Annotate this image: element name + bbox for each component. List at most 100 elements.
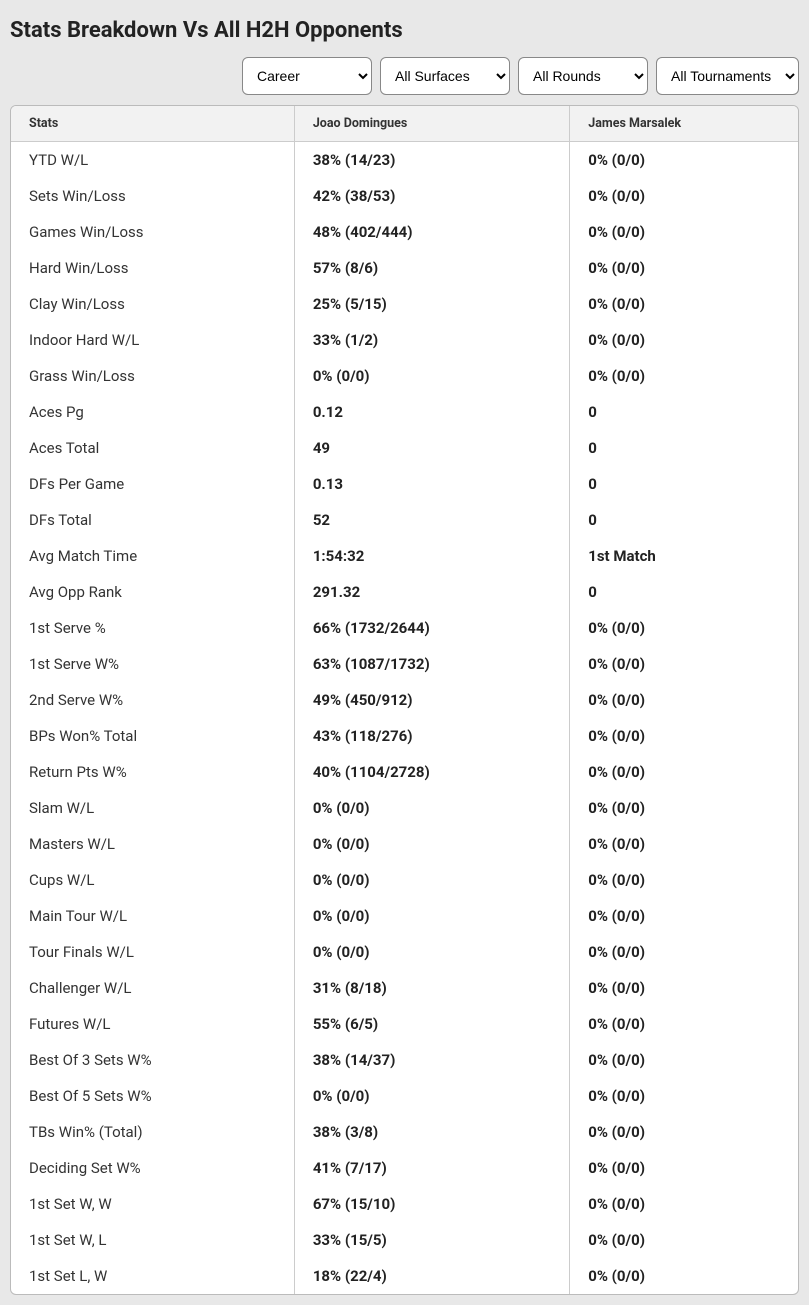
player2-value: 0% (0/0)	[570, 826, 798, 862]
page-title: Stats Breakdown Vs All H2H Opponents	[10, 18, 799, 43]
player2-value: 0	[570, 502, 798, 538]
stat-label: Return Pts W%	[11, 754, 294, 790]
player1-value: 38% (14/23)	[294, 142, 569, 179]
player1-value: 48% (402/444)	[294, 214, 569, 250]
filter-bar: Career All Surfaces All Rounds All Tourn…	[10, 57, 799, 95]
col-player2: James Marsalek	[570, 106, 798, 142]
player2-value: 0% (0/0)	[570, 610, 798, 646]
player2-value: 0% (0/0)	[570, 970, 798, 1006]
stat-label: Slam W/L	[11, 790, 294, 826]
player2-value: 0% (0/0)	[570, 898, 798, 934]
table-row: 2nd Serve W%49% (450/912)0% (0/0)	[11, 682, 798, 718]
table-row: Clay Win/Loss25% (5/15)0% (0/0)	[11, 286, 798, 322]
player2-value: 0% (0/0)	[570, 286, 798, 322]
stat-label: DFs Total	[11, 502, 294, 538]
stat-label: Masters W/L	[11, 826, 294, 862]
player1-value: 67% (15/10)	[294, 1186, 569, 1222]
stat-label: Aces Total	[11, 430, 294, 466]
table-row: Sets Win/Loss42% (38/53)0% (0/0)	[11, 178, 798, 214]
stat-label: BPs Won% Total	[11, 718, 294, 754]
stat-label: Challenger W/L	[11, 970, 294, 1006]
player2-value: 0% (0/0)	[570, 862, 798, 898]
table-row: Aces Pg0.120	[11, 394, 798, 430]
player1-value: 0.13	[294, 466, 569, 502]
stat-label: DFs Per Game	[11, 466, 294, 502]
table-row: Games Win/Loss48% (402/444)0% (0/0)	[11, 214, 798, 250]
table-row: Tour Finals W/L0% (0/0)0% (0/0)	[11, 934, 798, 970]
player2-value: 0% (0/0)	[570, 214, 798, 250]
player1-value: 1:54:32	[294, 538, 569, 574]
player1-value: 52	[294, 502, 569, 538]
table-row: Indoor Hard W/L33% (1/2)0% (0/0)	[11, 322, 798, 358]
table-row: Masters W/L0% (0/0)0% (0/0)	[11, 826, 798, 862]
stat-label: Deciding Set W%	[11, 1150, 294, 1186]
stat-label: TBs Win% (Total)	[11, 1114, 294, 1150]
player1-value: 57% (8/6)	[294, 250, 569, 286]
table-row: Avg Opp Rank291.320	[11, 574, 798, 610]
stat-label: Hard Win/Loss	[11, 250, 294, 286]
tournaments-select[interactable]: All Tournaments	[656, 57, 799, 95]
player1-value: 40% (1104/2728)	[294, 754, 569, 790]
player1-value: 66% (1732/2644)	[294, 610, 569, 646]
stat-label: 1st Set L, W	[11, 1258, 294, 1294]
table-row: 1st Set L, W18% (22/4)0% (0/0)	[11, 1258, 798, 1294]
stat-label: Avg Opp Rank	[11, 574, 294, 610]
player2-value: 0% (0/0)	[570, 142, 798, 179]
table-row: 1st Set W, L33% (15/5)0% (0/0)	[11, 1222, 798, 1258]
table-row: 1st Set W, W67% (15/10)0% (0/0)	[11, 1186, 798, 1222]
player1-value: 42% (38/53)	[294, 178, 569, 214]
stat-label: Aces Pg	[11, 394, 294, 430]
player2-value: 0% (0/0)	[570, 1222, 798, 1258]
table-row: DFs Per Game0.130	[11, 466, 798, 502]
stat-label: YTD W/L	[11, 142, 294, 179]
player2-value: 0% (0/0)	[570, 322, 798, 358]
player1-value: 33% (15/5)	[294, 1222, 569, 1258]
stat-label: Indoor Hard W/L	[11, 322, 294, 358]
table-row: Grass Win/Loss0% (0/0)0% (0/0)	[11, 358, 798, 394]
stats-breakdown-panel: Stats Breakdown Vs All H2H Opponents Car…	[0, 0, 809, 1305]
player1-value: 0.12	[294, 394, 569, 430]
player1-value: 0% (0/0)	[294, 790, 569, 826]
col-stats: Stats	[11, 106, 294, 142]
stat-label: Grass Win/Loss	[11, 358, 294, 394]
table-row: Challenger W/L31% (8/18)0% (0/0)	[11, 970, 798, 1006]
player2-value: 0% (0/0)	[570, 1150, 798, 1186]
surface-select[interactable]: All Surfaces	[380, 57, 510, 95]
table-row: Best Of 5 Sets W%0% (0/0)0% (0/0)	[11, 1078, 798, 1114]
table-row: 1st Serve %66% (1732/2644)0% (0/0)	[11, 610, 798, 646]
player1-value: 33% (1/2)	[294, 322, 569, 358]
player2-value: 0% (0/0)	[570, 1114, 798, 1150]
player1-value: 43% (118/276)	[294, 718, 569, 754]
player1-value: 38% (14/37)	[294, 1042, 569, 1078]
table-row: Futures W/L55% (6/5)0% (0/0)	[11, 1006, 798, 1042]
table-row: DFs Total520	[11, 502, 798, 538]
player1-value: 49	[294, 430, 569, 466]
player2-value: 0% (0/0)	[570, 646, 798, 682]
player1-value: 25% (5/15)	[294, 286, 569, 322]
stat-label: Games Win/Loss	[11, 214, 294, 250]
player2-value: 0% (0/0)	[570, 754, 798, 790]
table-row: TBs Win% (Total)38% (3/8)0% (0/0)	[11, 1114, 798, 1150]
table-row: Slam W/L0% (0/0)0% (0/0)	[11, 790, 798, 826]
table-row: Return Pts W%40% (1104/2728)0% (0/0)	[11, 754, 798, 790]
player2-value: 1st Match	[570, 538, 798, 574]
table-header-row: Stats Joao Domingues James Marsalek	[11, 106, 798, 142]
player2-value: 0% (0/0)	[570, 1078, 798, 1114]
player2-value: 0% (0/0)	[570, 358, 798, 394]
player1-value: 0% (0/0)	[294, 898, 569, 934]
stat-label: 1st Serve W%	[11, 646, 294, 682]
player1-value: 38% (3/8)	[294, 1114, 569, 1150]
period-select[interactable]: Career	[242, 57, 372, 95]
table-row: Aces Total490	[11, 430, 798, 466]
player2-value: 0	[570, 430, 798, 466]
player2-value: 0	[570, 466, 798, 502]
rounds-select[interactable]: All Rounds	[518, 57, 648, 95]
player1-value: 31% (8/18)	[294, 970, 569, 1006]
stat-label: 1st Serve %	[11, 610, 294, 646]
player2-value: 0	[570, 394, 798, 430]
stat-label: Sets Win/Loss	[11, 178, 294, 214]
table-row: BPs Won% Total43% (118/276)0% (0/0)	[11, 718, 798, 754]
stat-label: Futures W/L	[11, 1006, 294, 1042]
stat-label: 1st Set W, W	[11, 1186, 294, 1222]
player1-value: 55% (6/5)	[294, 1006, 569, 1042]
